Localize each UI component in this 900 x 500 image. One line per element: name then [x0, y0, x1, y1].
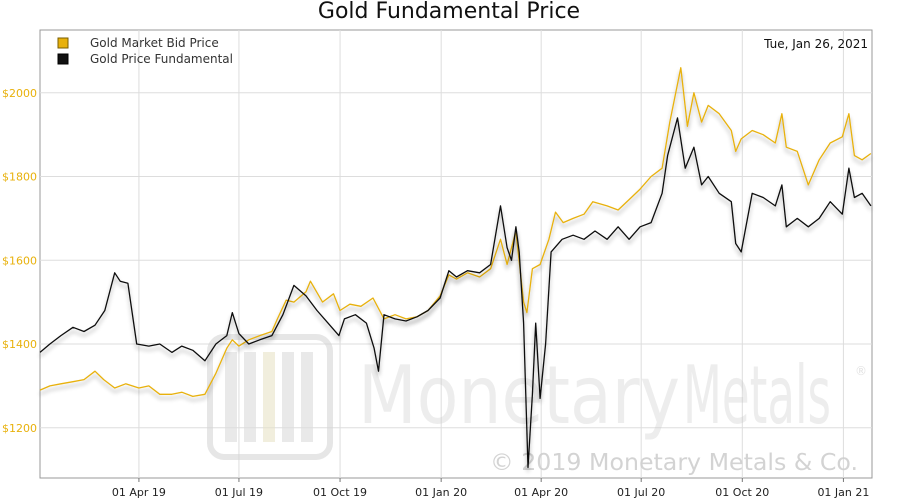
x-tick-label: 01 Oct 19: [313, 486, 367, 499]
y-tick-label: $2000: [2, 87, 37, 100]
grid-lines: [40, 30, 872, 478]
chart-date: Tue, Jan 26, 2021: [763, 37, 868, 51]
y-axis: $1200 $1400 $1600 $1800 $2000: [2, 87, 37, 435]
watermark-emblem-icon: [207, 334, 333, 460]
plot-area: [39, 29, 873, 479]
x-tick-label: 01 Oct 20: [715, 486, 769, 499]
legend-label-fundamental: Gold Price Fundamental: [90, 52, 233, 66]
watermark-logo: Monetary Metals ®: [207, 334, 867, 460]
y-tick-label: $1200: [2, 422, 37, 435]
x-tick-label: 01 Jan 20: [415, 486, 467, 499]
x-tick-label: 01 Jan 21: [817, 486, 869, 499]
x-tick-label: 01 Jul 20: [617, 486, 665, 499]
watermark-copyright: © 2019 Monetary Metals & Co.: [490, 450, 858, 476]
y-tick-label: $1600: [2, 254, 37, 267]
series-layer: [39, 67, 872, 469]
x-tick-label: 01 Apr 19: [112, 486, 166, 499]
legend: Gold Market Bid Price Gold Price Fundame…: [57, 36, 233, 66]
x-axis: 01 Apr 19 01 Jul 19 01 Oct 19 01 Jan 20 01 A…: [112, 478, 869, 499]
x-tick-label: 01 Jul 19: [215, 486, 263, 499]
x-tick-label: 01 Apr 20: [514, 486, 568, 499]
y-tick-label: $1400: [2, 338, 37, 351]
series-line-gold-fundamental: [39, 117, 872, 469]
series-line-gold-market-bid: [39, 67, 872, 398]
watermark-brand-left: Monetary: [358, 349, 680, 442]
watermark-brand-right: Metals: [683, 349, 831, 442]
legend-swatch-gold: [57, 37, 69, 49]
legend-swatch-fundamental: [57, 53, 69, 65]
chart-title: Gold Fundamental Price: [318, 0, 580, 24]
legend-label-gold: Gold Market Bid Price: [90, 36, 219, 50]
watermark-registered-mark: ®: [855, 364, 867, 378]
y-tick-label: $1800: [2, 171, 37, 184]
